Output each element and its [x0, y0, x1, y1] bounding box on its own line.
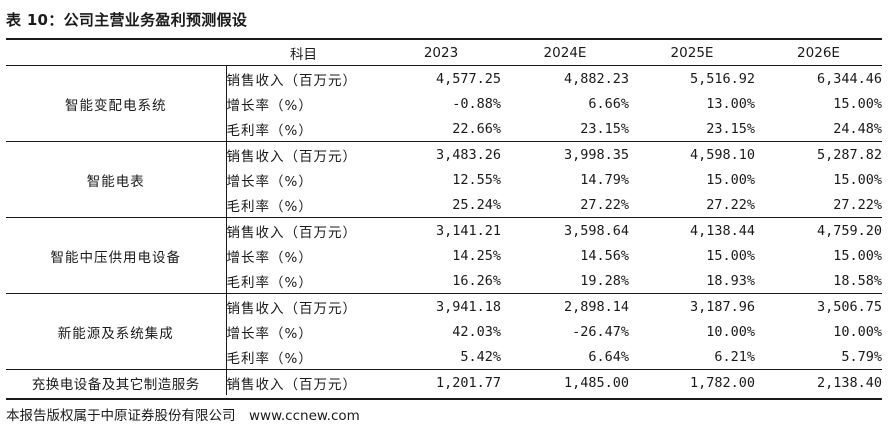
header-year: 2024E	[501, 40, 629, 66]
value-cell: 15.00%	[833, 95, 882, 112]
value-cell: 13.00%	[706, 95, 755, 112]
value-cell: 25.24%	[381, 192, 501, 218]
metric-label: 增长率（%）	[226, 325, 313, 342]
metric-label: 销售收入（百万元）	[226, 148, 357, 165]
value-cell: 23.15%	[629, 116, 755, 142]
value-cell: 16.26%	[381, 268, 501, 294]
metric-label: 销售收入（百万元）	[226, 376, 357, 393]
top-rule	[6, 38, 882, 40]
value-cell: 27.22%	[629, 192, 755, 218]
value-cell: 3,941.18	[435, 298, 501, 315]
value-cell: 14.56%	[580, 247, 629, 264]
value-cell: 12.55%	[452, 171, 501, 188]
metric-label: 增长率（%）	[226, 173, 313, 190]
table-row: 智能电表 销售收入（百万元） 3,483.26 3,998.35 4,598.1…	[6, 141, 882, 218]
value-cell: 2,898.14	[563, 298, 629, 315]
value-cell: 6,344.46	[816, 70, 882, 87]
value-cell: 10.00%	[833, 323, 882, 340]
value-cell: -0.88%	[452, 95, 501, 112]
metric-label: 销售收入（百万元）	[226, 72, 357, 89]
metric-label: 毛利率（%）	[226, 192, 381, 218]
segment-name: 智能电表	[6, 141, 227, 218]
value-cell: 10.00%	[706, 323, 755, 340]
value-cell: 23.15%	[501, 116, 629, 142]
value-cell: -26.47%	[572, 323, 629, 340]
table-row: 增长率（%） 12.55% 14.79% 15.00% 15.00%	[6, 167, 883, 192]
table-row: 增长率（%） 42.03% -26.47% 10.00% 10.00%	[6, 319, 883, 344]
metric-label: 毛利率（%）	[226, 268, 381, 294]
value-cell: 18.58%	[755, 268, 882, 294]
metric-label: 增长率（%）	[226, 97, 313, 114]
table-row: 毛利率（%） 5.42% 6.64% 6.21% 5.79%	[6, 344, 882, 370]
value-cell: 5.42%	[381, 344, 501, 370]
value-cell: 27.22%	[755, 192, 882, 218]
header-segment	[6, 40, 226, 66]
segment-name: 新能源及系统集成	[6, 293, 227, 370]
segment-name: 智能变配电系统	[6, 65, 227, 142]
value-cell: 15.00%	[833, 247, 882, 264]
table-row: 智能中压供用电设备 销售收入（百万元） 3,141.21 3,598.64 4,…	[6, 217, 882, 294]
value-cell: 27.22%	[501, 192, 629, 218]
value-cell: 19.28%	[501, 268, 629, 294]
metric-label: 毛利率（%）	[226, 344, 381, 370]
value-cell: 15.00%	[706, 171, 755, 188]
value-cell: 14.79%	[580, 171, 629, 188]
value-cell: 3,187.96	[689, 298, 755, 315]
value-cell: 3,483.26	[435, 146, 501, 163]
table-row: 毛利率（%） 16.26% 19.28% 18.93% 18.58%	[6, 268, 882, 294]
source-note: 本报告版权属于中原证券股份有限公司 www.ccnew.com	[6, 408, 360, 424]
value-cell: 42.03%	[452, 323, 501, 340]
bottom-rule	[6, 398, 882, 400]
segment-name: 充换电设备及其它制造服务	[6, 369, 227, 395]
value-cell: 3,506.75	[816, 298, 882, 315]
table-row: 增长率（%） 14.25% 14.56% 15.00% 15.00%	[6, 243, 883, 268]
value-cell: 18.93%	[629, 268, 755, 294]
value-cell: 1,485.00	[563, 374, 629, 391]
value-cell: 22.66%	[381, 116, 501, 142]
segment-name: 智能中压供用电设备	[6, 217, 227, 294]
value-cell: 14.25%	[452, 247, 501, 264]
forecast-table: 科目 2023 2024E 2025E 2026E 智能变配电系统 销售收入（百…	[6, 40, 882, 395]
metric-label: 增长率（%）	[226, 249, 313, 266]
table-row: 智能变配电系统 销售收入（百万元） 4,577.25 4,882.23 5,51…	[6, 65, 882, 142]
table-row: 充换电设备及其它制造服务 销售收入（百万元） 1,201.77 1,485.00…	[6, 369, 882, 395]
value-cell: 6.21%	[629, 344, 755, 370]
table-row: 毛利率（%） 25.24% 27.22% 27.22% 27.22%	[6, 192, 882, 218]
value-cell: 6.64%	[501, 344, 629, 370]
header-year: 2026E	[755, 40, 882, 66]
value-cell: 4,577.25	[435, 70, 501, 87]
value-cell: 5,516.92	[689, 70, 755, 87]
value-cell: 3,598.64	[563, 222, 629, 239]
metric-label: 毛利率（%）	[226, 116, 381, 142]
value-cell: 1,201.77	[435, 374, 501, 391]
table-row: 毛利率（%） 22.66% 23.15% 23.15% 24.48%	[6, 116, 882, 142]
value-cell: 5,287.82	[816, 146, 882, 163]
value-cell: 4,882.23	[563, 70, 629, 87]
value-cell: 6.66%	[588, 95, 629, 112]
value-cell: 4,138.44	[689, 222, 755, 239]
header-row: 科目 2023 2024E 2025E 2026E	[6, 40, 882, 66]
value-cell: 2,138.40	[816, 374, 882, 391]
value-cell: 15.00%	[706, 247, 755, 264]
metric-label: 销售收入（百万元）	[226, 300, 357, 317]
value-cell: 15.00%	[833, 171, 882, 188]
value-cell: 3,998.35	[563, 146, 629, 163]
value-cell: 5.79%	[755, 344, 882, 370]
table-row: 新能源及系统集成 销售收入（百万元） 3,941.18 2,898.14 3,1…	[6, 293, 882, 370]
value-cell: 24.48%	[755, 116, 882, 142]
value-cell: 4,598.10	[689, 146, 755, 163]
header-year: 2023	[381, 40, 501, 66]
table-row: 增长率（%） -0.88% 6.66% 13.00% 15.00%	[6, 91, 883, 116]
header-year: 2025E	[629, 40, 755, 66]
value-cell: 4,759.20	[816, 222, 882, 239]
header-item: 科目	[226, 40, 381, 66]
metric-label: 销售收入（百万元）	[226, 224, 357, 241]
value-cell: 3,141.21	[435, 222, 501, 239]
table-title: 表 10：公司主营业务盈利预测假设	[6, 11, 248, 29]
value-cell: 1,782.00	[689, 374, 755, 391]
